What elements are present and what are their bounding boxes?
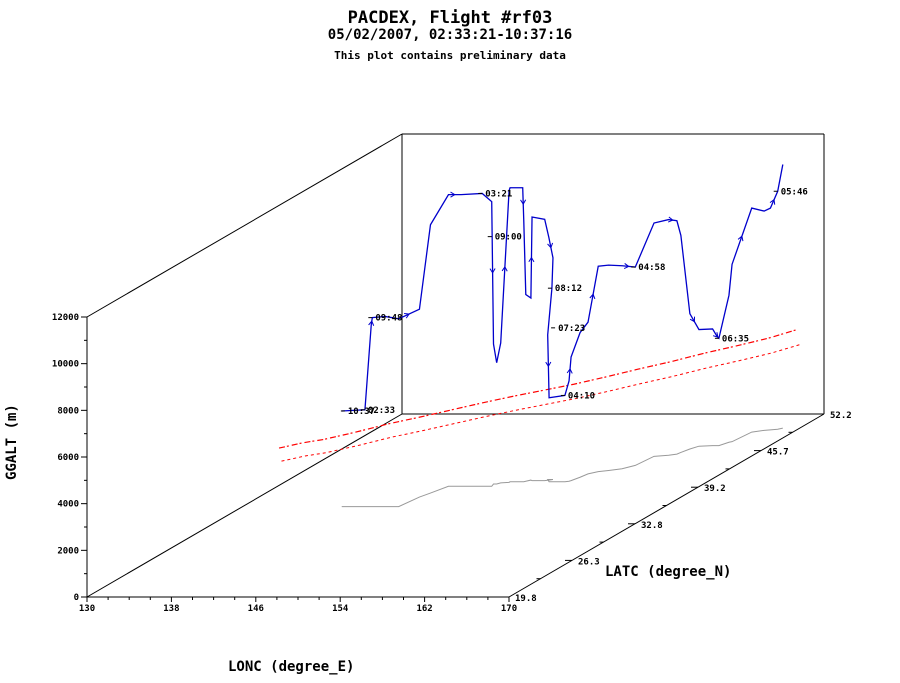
direction-arrow: [545, 361, 552, 368]
y-tick-label: 39.2: [704, 484, 726, 494]
x-tick-label: 170: [501, 604, 517, 614]
z-tick-label: 4000: [57, 500, 79, 510]
preliminary-note: This plot contains preliminary data: [334, 49, 566, 62]
time-label: 04:58: [638, 263, 665, 273]
y-tick-label: 32.8: [641, 521, 663, 531]
ground-shadow: [341, 427, 783, 508]
direction-arrow: [547, 242, 554, 249]
ground-shadow-line: [341, 427, 783, 508]
chart-subtitle: 05/02/2007, 02:33:21-10:37:16: [327, 27, 573, 43]
z-tick-label: 2000: [57, 546, 79, 556]
flight-track-line: [341, 164, 784, 412]
direction-arrow: [712, 332, 719, 338]
x-axis-label: LONC (degree_E): [228, 659, 355, 675]
y-tick-label: 26.3: [578, 557, 600, 567]
x-tick-label: 138: [163, 604, 179, 614]
chart-title: PACDEX, Flight #rf03: [347, 8, 553, 28]
time-label: 02:33: [368, 406, 395, 416]
direction-arrow: [737, 235, 744, 242]
z-tick-label: 10000: [52, 360, 79, 370]
direction-arrow: [769, 198, 776, 205]
time-label: 07:23: [558, 324, 585, 334]
direction-arrow: [689, 316, 696, 323]
y-tick-label: 19.8: [515, 594, 537, 604]
x-tick-label: 146: [248, 604, 264, 614]
time-label: 09:00: [495, 233, 522, 243]
time-label: 05:46: [781, 187, 808, 197]
time-label: 04:10: [568, 391, 595, 401]
ground-track-line: [281, 344, 800, 462]
frame-edge-left-top: [86, 133, 403, 318]
z-axis-label: GGALT (m): [4, 404, 20, 480]
direction-arrow: [404, 312, 410, 319]
time-label: 06:35: [722, 334, 749, 344]
z-tick-label: 12000: [52, 313, 79, 323]
direction-arrow: [520, 199, 527, 206]
direction-arrow: [501, 265, 508, 272]
direction-arrow: [589, 293, 596, 300]
x-tick-label: 154: [332, 604, 349, 614]
frame-edge-left-floor: [86, 413, 403, 598]
direction-arrow: [566, 367, 573, 374]
y-tick-label: 45.7: [767, 448, 789, 458]
direction-arrow: [623, 263, 630, 270]
z-tick-label: 8000: [57, 406, 79, 416]
direction-arrow: [489, 268, 496, 274]
axis-ticks: 0 2000 4000 6000 8000 10000 12000 130 138 146 154 1…: [52, 313, 852, 614]
x-tick-label: 130: [79, 604, 95, 614]
direction-arrow: [667, 216, 674, 223]
x-tick-label: 162: [416, 604, 432, 614]
time-labels: 02:33 03:21 04:10 04:58 05:46 06:35 07:23 08:12…: [340, 187, 808, 417]
direction-arrow: [528, 256, 535, 263]
time-label: 10:37: [348, 407, 375, 417]
z-tick-label: 6000: [57, 453, 79, 463]
ground-track: [278, 329, 800, 462]
y-axis-label: LATC (degree_N): [605, 564, 732, 580]
plot-frame: [86, 133, 825, 598]
time-label: 08:12: [555, 284, 582, 294]
ground-track-line: [278, 329, 798, 449]
flight-track: [341, 164, 784, 412]
z-tick-label: 0: [74, 593, 79, 603]
time-label: 09:48: [375, 314, 402, 324]
time-label: 03:21: [485, 189, 512, 199]
direction-arrow: [368, 320, 375, 326]
y-tick-label: 52.2: [830, 411, 852, 421]
direction-arrow: [450, 191, 456, 198]
